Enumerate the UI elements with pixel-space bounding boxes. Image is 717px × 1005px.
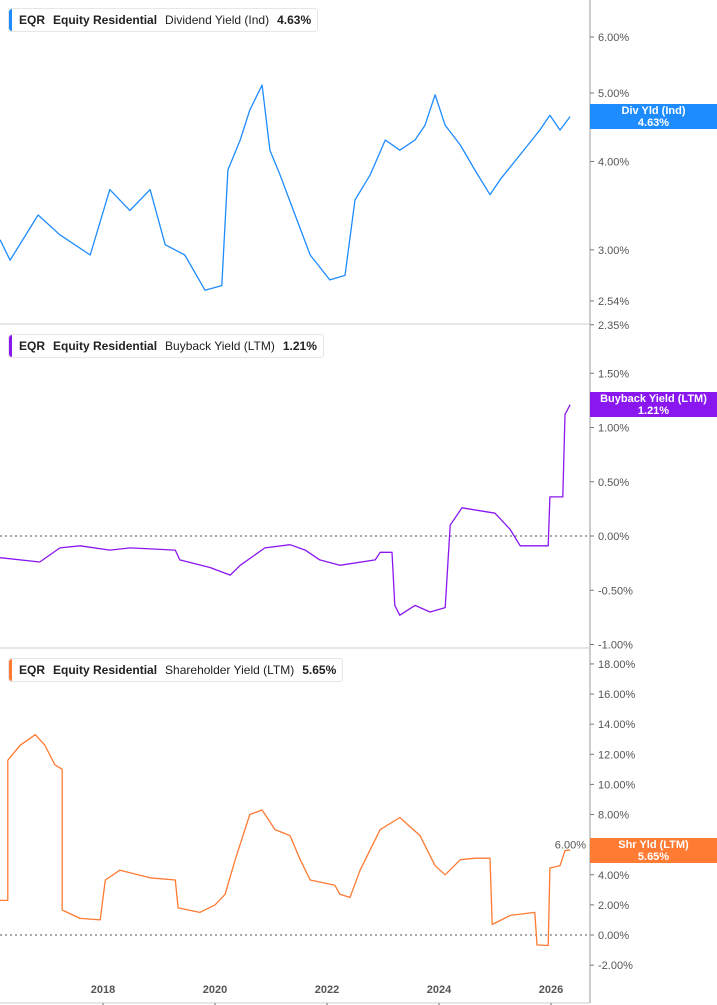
y-tick-label: 2.00% [598, 900, 629, 912]
legend-metric: Dividend Yield (Ind) [165, 13, 270, 27]
y-tick-label: 4.00% [598, 156, 629, 168]
x-tick-label: 2022 [315, 984, 339, 996]
legend-buyback: EQR Equity Residential Buyback Yield (LT… [8, 334, 324, 358]
series-line [0, 734, 571, 947]
y-tick-label: 6.00% [555, 840, 586, 852]
y-tick-label: 4.00% [598, 870, 629, 882]
tag-value: 4.63% [637, 117, 670, 129]
tag-value: 1.21% [637, 405, 670, 417]
legend-shareholder: EQR Equity Residential Shareholder Yield… [8, 658, 344, 682]
y-tick-label: 1.50% [598, 368, 629, 380]
last-value-tag-dividend: Div Yld (Ind) 4.63% [590, 104, 717, 129]
x-tick-label: 2020 [203, 984, 227, 996]
legend-color-bar [9, 335, 12, 357]
legend-company: Equity Residential [53, 663, 158, 677]
y-tick-label: 14.00% [598, 719, 636, 731]
y-tick-label: 5.00% [598, 88, 629, 100]
tag-label: Buyback Yield (LTM) [600, 393, 707, 405]
y-tick-label: -2.00% [598, 960, 633, 972]
y-tick-label: 2.35% [598, 320, 629, 332]
legend-color-bar [9, 9, 12, 31]
series-line [0, 84, 571, 291]
y-tick-label: -0.50% [598, 585, 633, 597]
legend-ticker: EQR [19, 663, 46, 677]
y-tick-label: -1.00% [598, 640, 633, 652]
x-tick-label: 2018 [91, 984, 115, 996]
tag-label: Shr Yld (LTM) [618, 839, 689, 851]
y-tick-label: 12.00% [598, 749, 636, 761]
y-tick-label: 0.50% [598, 477, 629, 489]
y-tick-label: 3.00% [598, 245, 629, 257]
y-tick-label: 18.00% [598, 659, 636, 671]
legend-metric: Shareholder Yield (LTM) [165, 663, 295, 677]
y-tick-label: 6.00% [598, 32, 629, 44]
legend-value: 4.63% [277, 13, 312, 27]
tag-value: 5.65% [637, 851, 670, 863]
x-tick-label: 2024 [427, 984, 452, 996]
y-tick-label: 1.00% [598, 423, 629, 435]
y-tick-label: 16.00% [598, 689, 636, 701]
legend-value: 1.21% [282, 339, 317, 353]
y-tick-label: 0.00% [598, 930, 629, 942]
legend-dividend: EQR Equity Residential Dividend Yield (I… [8, 8, 319, 32]
legend-value: 5.65% [302, 663, 337, 677]
legend-ticker: EQR [19, 13, 46, 27]
tag-label: Div Yld (Ind) [621, 105, 686, 117]
series-line [0, 404, 571, 616]
y-tick-label: 0.00% [598, 531, 629, 543]
last-value-tag-shareholder: Shr Yld (LTM) 5.65% [590, 838, 717, 863]
legend-company: Equity Residential [53, 13, 158, 27]
y-tick-label: 2.54% [598, 296, 629, 308]
legend-metric: Buyback Yield (LTM) [165, 339, 275, 353]
last-value-tag-buyback: Buyback Yield (LTM) 1.21% [590, 392, 717, 417]
y-tick-label: 8.00% [598, 810, 629, 822]
legend-company: Equity Residential [53, 339, 158, 353]
legend-ticker: EQR [19, 339, 46, 353]
x-tick-label: 2026 [539, 984, 563, 996]
legend-color-bar [9, 659, 12, 681]
y-tick-label: 10.00% [598, 779, 636, 791]
